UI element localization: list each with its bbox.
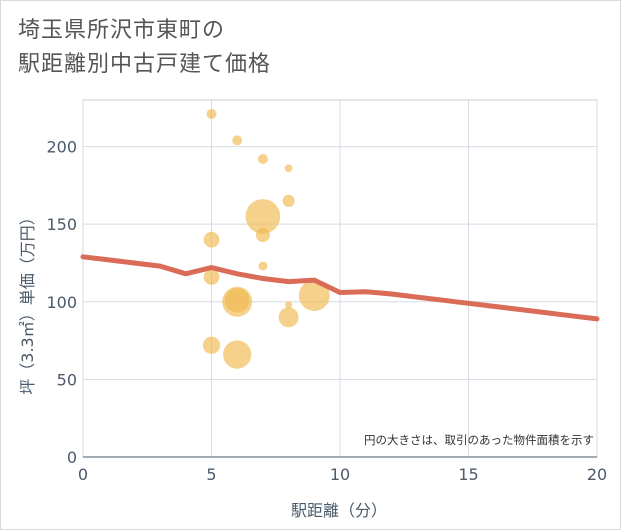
line-layer [80,254,600,322]
y-tick-label: 200 [46,138,77,157]
chart-title: 埼玉県所沢市東町の 駅距離別中古戸建て価格 [18,14,271,82]
x-axis-title: 駅距離（分） [291,501,387,520]
bubble-point [245,199,281,234]
x-tick-label: 15 [458,465,478,484]
bubble-point [203,231,220,248]
x-tick-label: 20 [587,465,607,484]
bubble-point [222,286,253,317]
bubble-point [258,261,268,271]
bubble-point [232,135,243,146]
y-tick-label: 150 [46,215,77,234]
bubble-point [298,280,330,311]
bubble-point [284,164,293,173]
bubble-point [257,153,268,164]
bubble-point [223,340,252,369]
bubble-point [202,336,221,354]
bubble-layer [202,108,330,369]
bubble-point [282,194,295,208]
y-tick-label: 100 [46,293,77,312]
bubble-point [278,307,299,328]
x-tick-label: 0 [78,465,88,484]
bubble-point [203,269,220,285]
x-tick-label: 10 [330,465,350,484]
bubble-size-note: 円の大きさは、取引のあった物件面積を示す [364,433,594,447]
grid-layer [82,99,598,458]
bubble-point [255,227,270,243]
trend-line [80,254,600,322]
bubble-point [206,108,217,119]
tick-layer: 0 50 100 150 200 0 5 10 15 20 [46,138,607,484]
x-tick-label: 5 [206,465,216,484]
title-line-1: 埼玉県所沢市東町の [18,18,226,43]
bubble-point [285,301,293,309]
y-tick-label: 50 [57,370,77,389]
title-line-2: 駅距離別中古戸建て価格 [18,52,272,77]
y-tick-label: 0 [67,448,77,467]
y-axis-title: 坪（3.3㎡）単価（万円） [18,209,37,394]
